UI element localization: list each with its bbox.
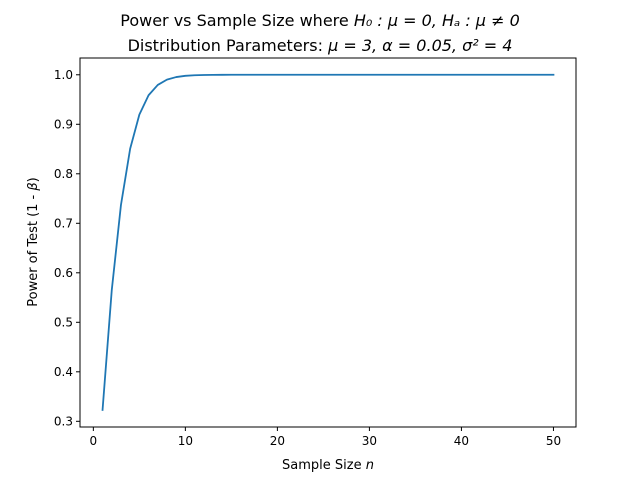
y-axis-label: Power of Test (1 - β) [26, 177, 41, 307]
plot-area-frame [79, 57, 577, 428]
x-tick-label: 50 [546, 434, 561, 448]
chart-title-line-2: Distribution Parameters: μ = 3, α = 0.05… [128, 36, 513, 55]
x-tick-label: 30 [362, 434, 377, 448]
x-tick-label: 10 [178, 434, 193, 448]
y-tick-label: 0.6 [54, 266, 73, 280]
x-axis-label: Sample Size n [282, 458, 374, 473]
x-axis: 0 10 20 30 40 50 [90, 427, 561, 448]
y-tick-label: 0.9 [54, 117, 73, 131]
y-tick-label: 0.8 [54, 167, 73, 181]
x-tick-label: 20 [270, 434, 285, 448]
x-tick-label: 40 [454, 434, 469, 448]
chart-title-line-1: Power vs Sample Size where H₀ : μ = 0, H… [120, 11, 520, 30]
y-tick-label: 1.0 [54, 68, 73, 82]
power-curve-line [101, 73, 555, 411]
y-tick-label: 0.3 [54, 414, 73, 428]
y-tick-label: 0.4 [54, 365, 73, 379]
y-tick-label: 0.7 [54, 216, 73, 230]
y-tick-label: 0.5 [54, 315, 73, 329]
x-tick-label: 0 [90, 434, 98, 448]
y-axis: 0.3 0.4 0.5 0.6 0.7 0.8 0.9 1.0 [54, 68, 80, 428]
